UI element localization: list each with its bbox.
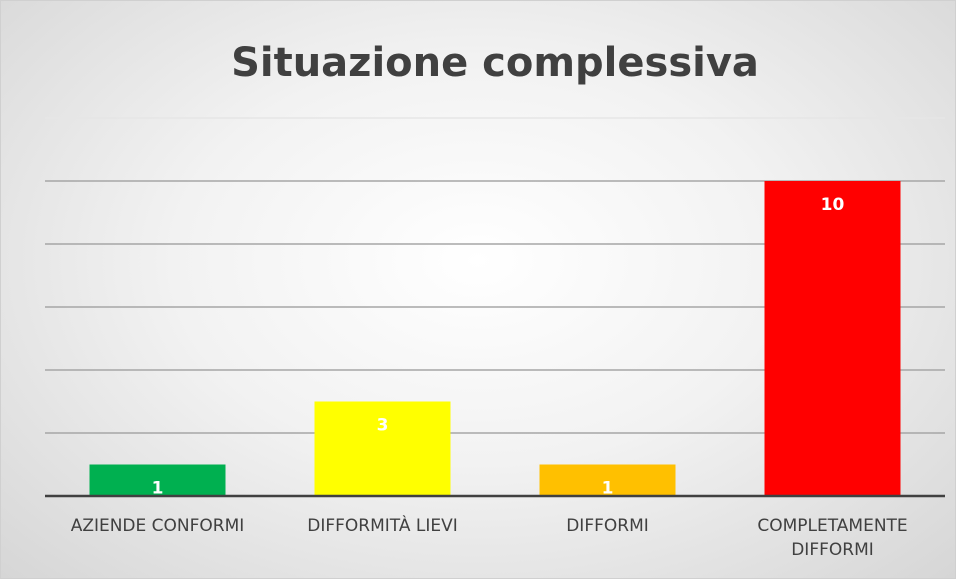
data-label: 3 <box>377 416 389 436</box>
x-tick-label: DIFFORMITÀ LIEVI <box>307 516 458 536</box>
x-tick-label: DIFFORMI <box>566 516 649 536</box>
bar <box>89 464 226 496</box>
bar <box>764 181 901 496</box>
data-label: 1 <box>152 479 164 499</box>
x-tick-label: COMPLETAMENTE DIFFORMI <box>757 516 908 560</box>
data-label: 10 <box>821 195 845 215</box>
x-tick-label: AZIENDE CONFORMI <box>70 516 245 536</box>
bar <box>539 464 676 496</box>
data-label: 1 <box>602 479 614 499</box>
chart-title: Situazione complessiva <box>231 40 759 86</box>
bar <box>314 401 451 496</box>
